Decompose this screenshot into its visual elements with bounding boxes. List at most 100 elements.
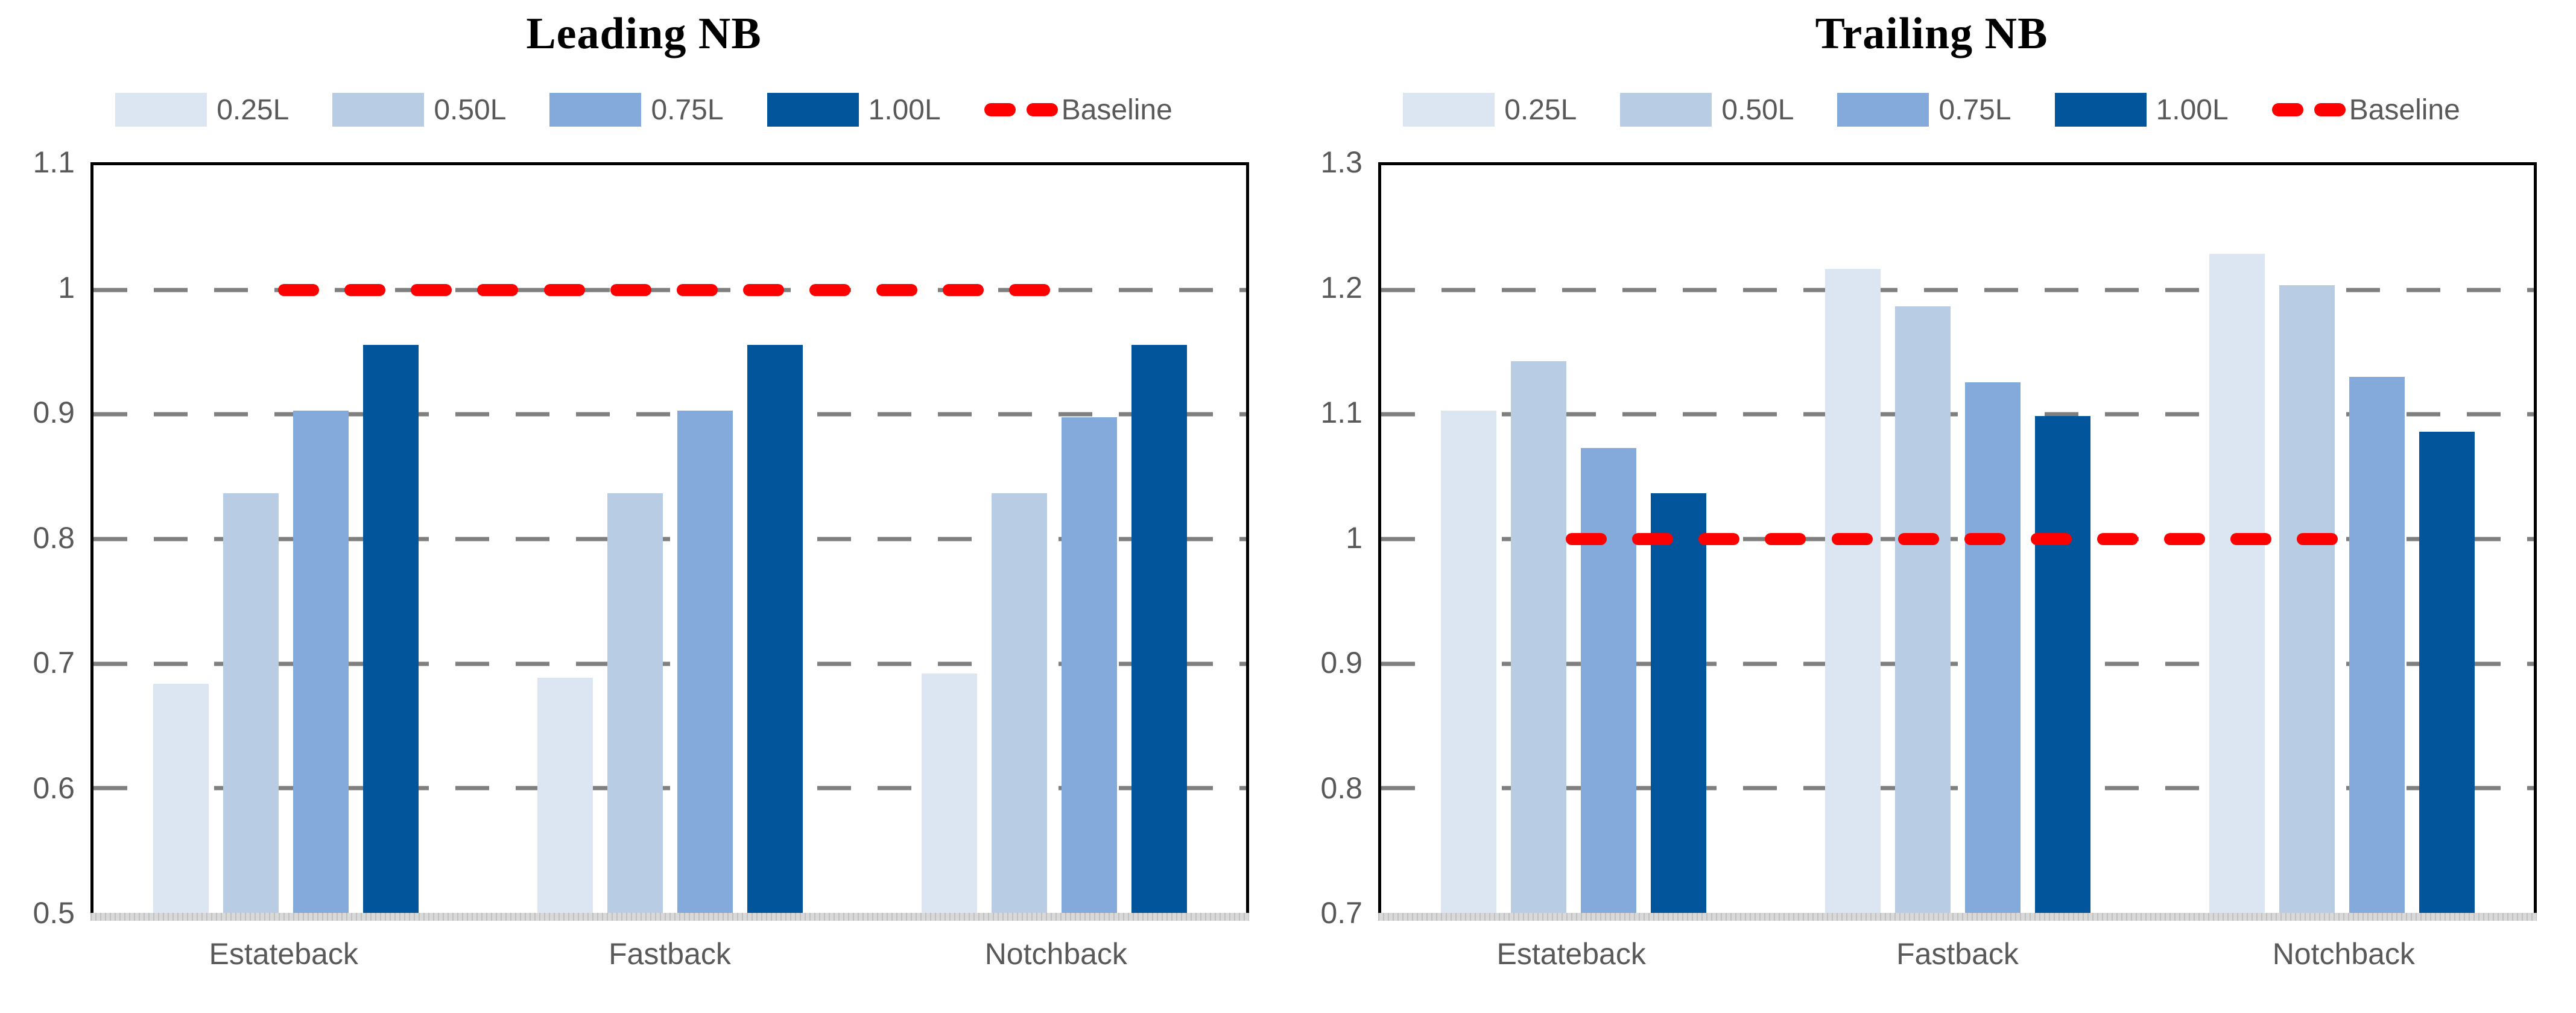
legend-swatch-icon [549,93,642,127]
bar-0.50L-estateback [1510,361,1566,914]
legend-swatch-icon [767,93,859,127]
x-axis-labels: Estateback Fastback Notchback [90,936,1249,971]
category-label-notchback: Notchback [2272,937,2415,971]
plot-row: 1.1 1 0.9 0.8 0.7 0.6 0.5 [0,145,1288,930]
baseline-dash [2031,533,2072,546]
y-tick-label: 0.6 [33,771,75,805]
legend-item-1.00L: 1.00L [2054,93,2229,127]
legend-swatch-icon [1403,93,1495,127]
legend-swatch-icon [1837,93,1929,127]
gridline [93,537,1246,541]
legend-swatch-icon [1620,93,1712,127]
legend-item-0.50L: 0.50L [332,93,506,127]
y-tick-label: 0.8 [1320,771,1362,805]
category-label-estateback: Estateback [1496,937,1646,971]
baseline-dash [477,283,519,296]
baseline-dash-icon [2314,103,2346,117]
category-label-fastback: Fastback [609,937,731,971]
gridline [1381,537,2534,541]
baseline-dash-icon [984,103,1016,117]
y-tick-label: 0.9 [1320,646,1362,680]
gridline [1381,412,2534,417]
bar-1.00L-notchback [2419,432,2475,914]
bar-0.75L-fastback [1964,382,2021,914]
baseline-dash [2097,533,2139,546]
legend-swatch-icon [332,93,425,127]
bar-0.50L-notchback [991,493,1047,914]
y-tick-label: 1.1 [1320,396,1362,430]
legend-item-0.50L: 0.50L [1620,93,1794,127]
bar-1.00L-notchback [1131,344,1187,914]
bar-0.75L-fastback [677,411,733,914]
y-tick-label: 1.2 [1320,270,1362,305]
baseline-dash [876,283,917,296]
bar-group-estateback [93,165,478,914]
baseline-dash [1831,533,1873,546]
y-tick-label: 0.9 [33,396,75,430]
bar-group-fastback [478,165,862,914]
bar-1.00L-fastback [2034,415,2090,914]
bar-0.25L-fastback [537,677,593,914]
legend-label: 0.50L [434,93,507,126]
category-label-estateback: Estateback [209,937,358,971]
bar-0.50L-fastback [607,493,663,914]
y-axis-labels: 1.1 1 0.9 0.8 0.7 0.6 0.5 [0,145,90,930]
x-axis-strip [90,913,1249,921]
gridline [1381,288,2534,292]
legend-item-baseline: Baseline [2271,93,2460,127]
bar-1.00L-estateback [362,344,419,914]
baseline-dash [1008,283,1050,296]
bar-0.50L-notchback [2279,285,2335,914]
baseline-dash [344,283,385,296]
y-tick-label: 1 [1346,520,1362,555]
y-axis-labels: 1.3 1.2 1.1 1 0.9 0.8 0.7 [1288,145,1378,930]
plot-row: 1.3 1.2 1.1 1 0.9 0.8 0.7 [1288,145,2575,930]
category-label-notchback: Notchback [984,937,1127,971]
x-axis-labels: Estateback Fastback Notchback [1378,936,2537,971]
baseline-dash [543,283,585,296]
bar-0.25L-fastback [1824,268,1881,914]
bar-group-notchback [2150,165,2534,914]
y-tick-label: 0.7 [33,646,75,680]
baseline-dash [1897,533,1939,546]
bar-0.50L-estateback [223,493,279,914]
bar-group-notchback [862,165,1246,914]
chart-title: Leading NB [526,9,762,58]
baseline-dash [610,283,651,296]
bar-group-estateback [1381,165,1765,914]
legend: 0.25L 0.50L 0.75L 1.00L Baseline [1288,91,2575,128]
legend-swatch-icon [2054,93,2147,127]
baseline-dash-icon [984,103,1058,117]
chart-trailing-nb: Trailing NB 0.25L 0.50L 0.75L 1.00L Baseline… [1288,0,2575,1013]
gridline [93,786,1246,791]
baseline-dash [743,283,785,296]
legend-item-0.75L: 0.75L [1837,93,2011,127]
baseline-dash [2230,533,2271,546]
baseline-dash [411,283,452,296]
y-tick-label: 1.3 [1320,145,1362,180]
legend-item-0.25L: 0.25L [1403,93,1577,127]
legend-swatch-icon [115,93,207,127]
legend-label: Baseline [2349,93,2460,126]
baseline-dash-icon [2271,103,2303,117]
legend-item-1.00L: 1.00L [767,93,941,127]
plot-area [1378,162,2537,914]
y-tick-label: 0.8 [33,520,75,555]
y-tick-label: 0.5 [33,896,75,930]
legend-item-0.25L: 0.25L [115,93,289,127]
baseline-dash [1565,533,1607,546]
baseline-dash [2163,533,2205,546]
bars [1381,165,2534,914]
bar-0.25L-notchback [2209,253,2265,914]
legend-label: Baseline [1061,93,1172,126]
y-tick-label: 1 [58,270,75,305]
bar-0.50L-fastback [1894,306,1951,914]
gridline [1381,661,2534,666]
y-tick-label: 1.1 [33,145,75,180]
legend-label: 1.00L [868,93,941,126]
baseline-dash-icon [1026,103,1058,117]
gridline [93,288,1246,292]
legend-label: 0.75L [651,93,724,126]
bar-group-fastback [1765,165,2150,914]
